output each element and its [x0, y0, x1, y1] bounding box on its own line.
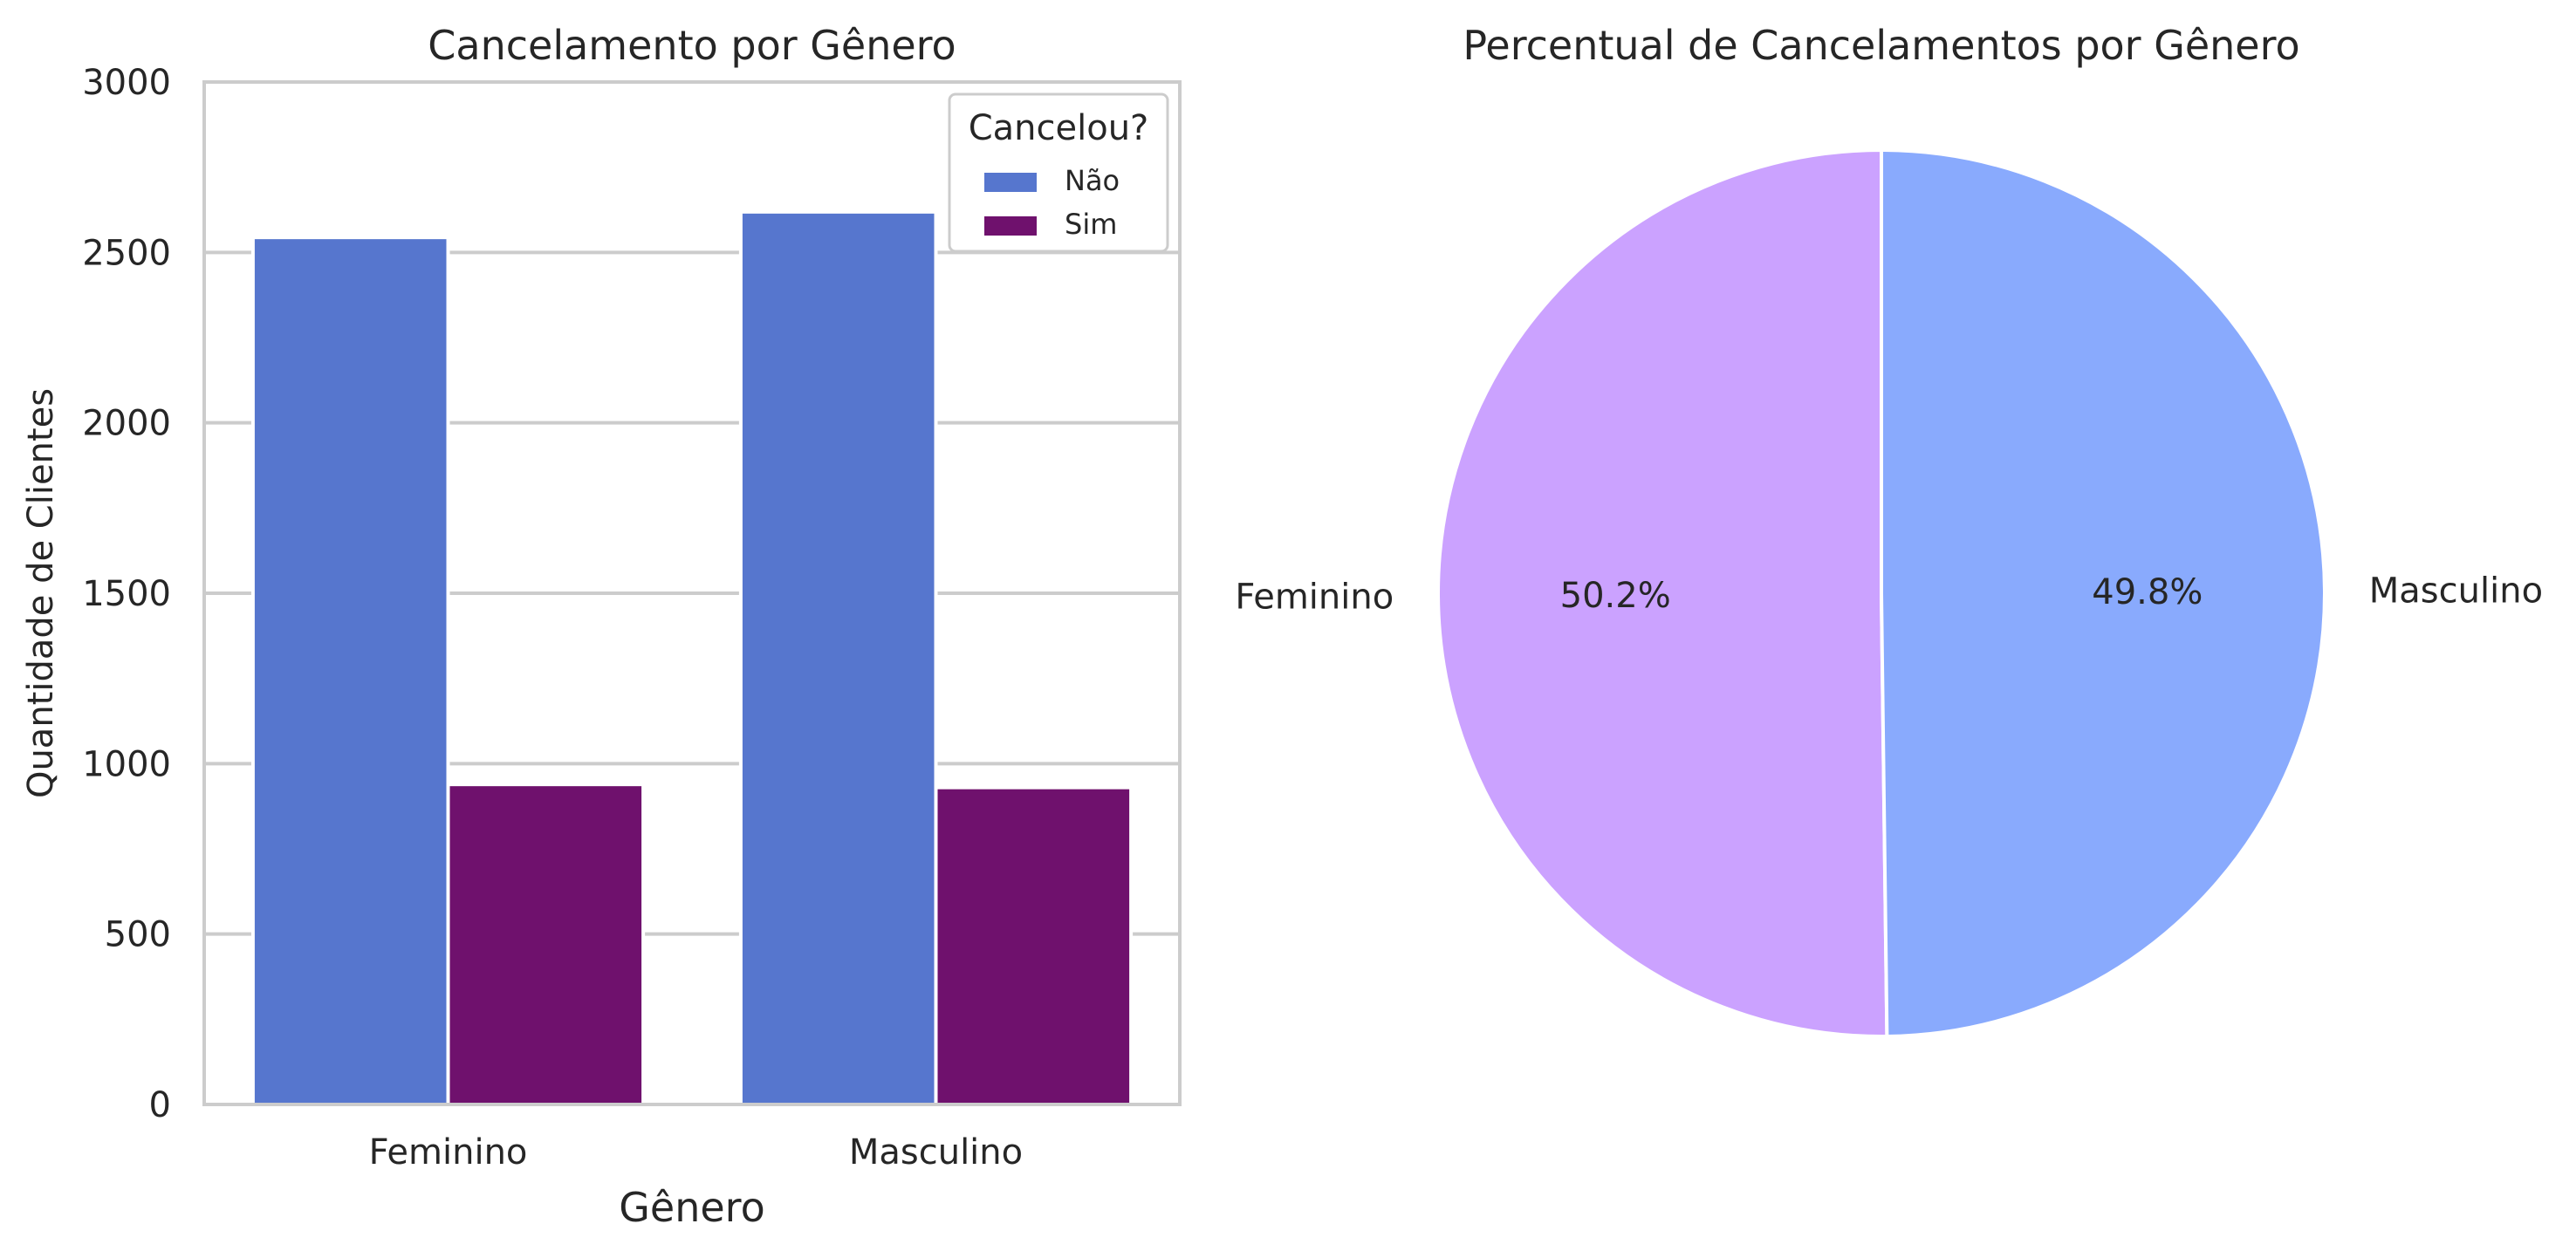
pie-label-feminino: Feminino	[1235, 578, 1394, 618]
bar-x-tick-labels: Feminino Masculino	[369, 1132, 1024, 1173]
legend-swatch-nao	[984, 173, 1037, 192]
bar-masculino-sim	[934, 785, 1134, 1106]
legend-title: Cancelou?	[969, 108, 1149, 148]
bar-feminino-sim	[446, 783, 646, 1106]
legend-swatch-sim	[984, 216, 1037, 236]
bar-plot-frame	[202, 80, 1182, 1106]
pie-chart-title: Percentual de Cancelamentos por Gênero	[1463, 22, 2299, 69]
y-tick-label: 3000	[82, 63, 171, 103]
bar-x-axis-label: Gênero	[619, 1184, 764, 1231]
y-tick-label: 1500	[82, 574, 171, 614]
bar-y-axis-label: Quantidade de Clientes	[21, 388, 61, 798]
pie-slice-masculino	[1880, 147, 2326, 1038]
y-tick-label: 0	[149, 1085, 171, 1125]
pie-labels: 50.2% Feminino 49.8% Masculino	[1235, 571, 2543, 617]
y-tick-label: 2500	[82, 233, 171, 273]
bar-chart-title: Cancelamento por Gênero	[428, 22, 956, 69]
legend-entries: Não Sim	[984, 164, 1120, 241]
x-tick-label: Masculino	[849, 1132, 1023, 1173]
y-tick-label: 500	[105, 915, 171, 955]
pie-chart: Percentual de Cancelamentos por Gênero 5…	[1235, 22, 2543, 1038]
bar-y-tick-labels: 0 500 1000 1500 2000 2500 3000	[82, 63, 171, 1125]
pie-slice-feminino	[1436, 147, 1889, 1038]
x-tick-label: Feminino	[369, 1132, 528, 1173]
pie-label-masculino: Masculino	[2369, 571, 2543, 611]
pie-pct-label-feminino: 50.2%	[1560, 576, 1671, 616]
legend-label-nao: Não	[1065, 164, 1120, 197]
bar-masculino-nao	[738, 209, 938, 1106]
bar-legend: Cancelou? Não Sim	[948, 92, 1169, 253]
pie-slices	[1436, 147, 2326, 1038]
bar-marks	[250, 209, 1134, 1107]
bar-chart: 0 500 1000 1500 2000 2500 3000 Feminino Masculi…	[21, 22, 1182, 1231]
y-tick-label: 1000	[82, 744, 171, 784]
pie-pct-label-masculino: 49.8%	[2092, 572, 2203, 612]
legend-label-sim: Sim	[1065, 208, 1117, 241]
bar-feminino-nao	[250, 236, 450, 1107]
legend-frame	[948, 92, 1169, 253]
y-tick-label: 2000	[82, 404, 171, 444]
